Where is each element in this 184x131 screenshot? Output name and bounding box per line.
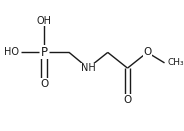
Text: O: O	[123, 95, 132, 105]
Text: NH: NH	[81, 63, 95, 73]
Text: O: O	[143, 47, 151, 57]
Text: P: P	[41, 46, 48, 59]
Text: OH: OH	[37, 16, 52, 26]
Text: HO: HO	[4, 47, 19, 57]
Text: CH₃: CH₃	[168, 58, 184, 67]
Text: O: O	[40, 79, 49, 89]
